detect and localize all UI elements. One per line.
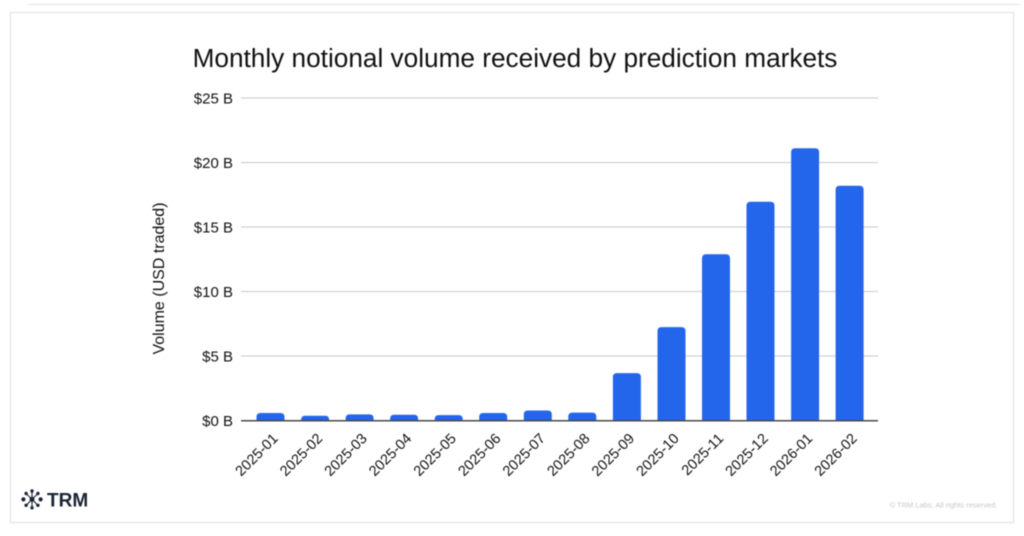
svg-text:$20 B: $20 B	[194, 155, 233, 172]
svg-text:2025-10: 2025-10	[634, 431, 683, 480]
svg-text:2025-12: 2025-12	[723, 431, 772, 480]
svg-text:2025-07: 2025-07	[500, 431, 549, 480]
svg-text:2025-01: 2025-01	[233, 431, 282, 480]
svg-text:2026-02: 2026-02	[812, 431, 861, 480]
svg-text:2025-05: 2025-05	[411, 431, 460, 480]
svg-text:$0 B: $0 B	[202, 413, 233, 430]
svg-text:Volume (USD traded): Volume (USD traded)	[151, 202, 168, 354]
svg-text:2025-09: 2025-09	[589, 431, 638, 480]
svg-text:$10 B: $10 B	[194, 284, 233, 301]
svg-text:Monthly notional volume receiv: Monthly notional volume received by pred…	[193, 43, 838, 73]
svg-text:2025-11: 2025-11	[679, 431, 727, 479]
svg-text:$15 B: $15 B	[194, 220, 233, 237]
svg-text:TRM: TRM	[47, 490, 88, 511]
svg-text:$5 B: $5 B	[202, 349, 233, 366]
svg-text:2025-04: 2025-04	[366, 431, 415, 480]
svg-text:2025-06: 2025-06	[455, 431, 504, 480]
svg-text:2025-08: 2025-08	[544, 431, 593, 480]
svg-text:2025-02: 2025-02	[277, 431, 326, 480]
svg-text:2025-03: 2025-03	[322, 431, 371, 480]
svg-text:2026-01: 2026-01	[767, 431, 816, 480]
svg-text:© TRM Labs. All rights reserve: © TRM Labs. All rights reserved.	[890, 500, 998, 509]
svg-text:$25 B: $25 B	[194, 91, 233, 108]
